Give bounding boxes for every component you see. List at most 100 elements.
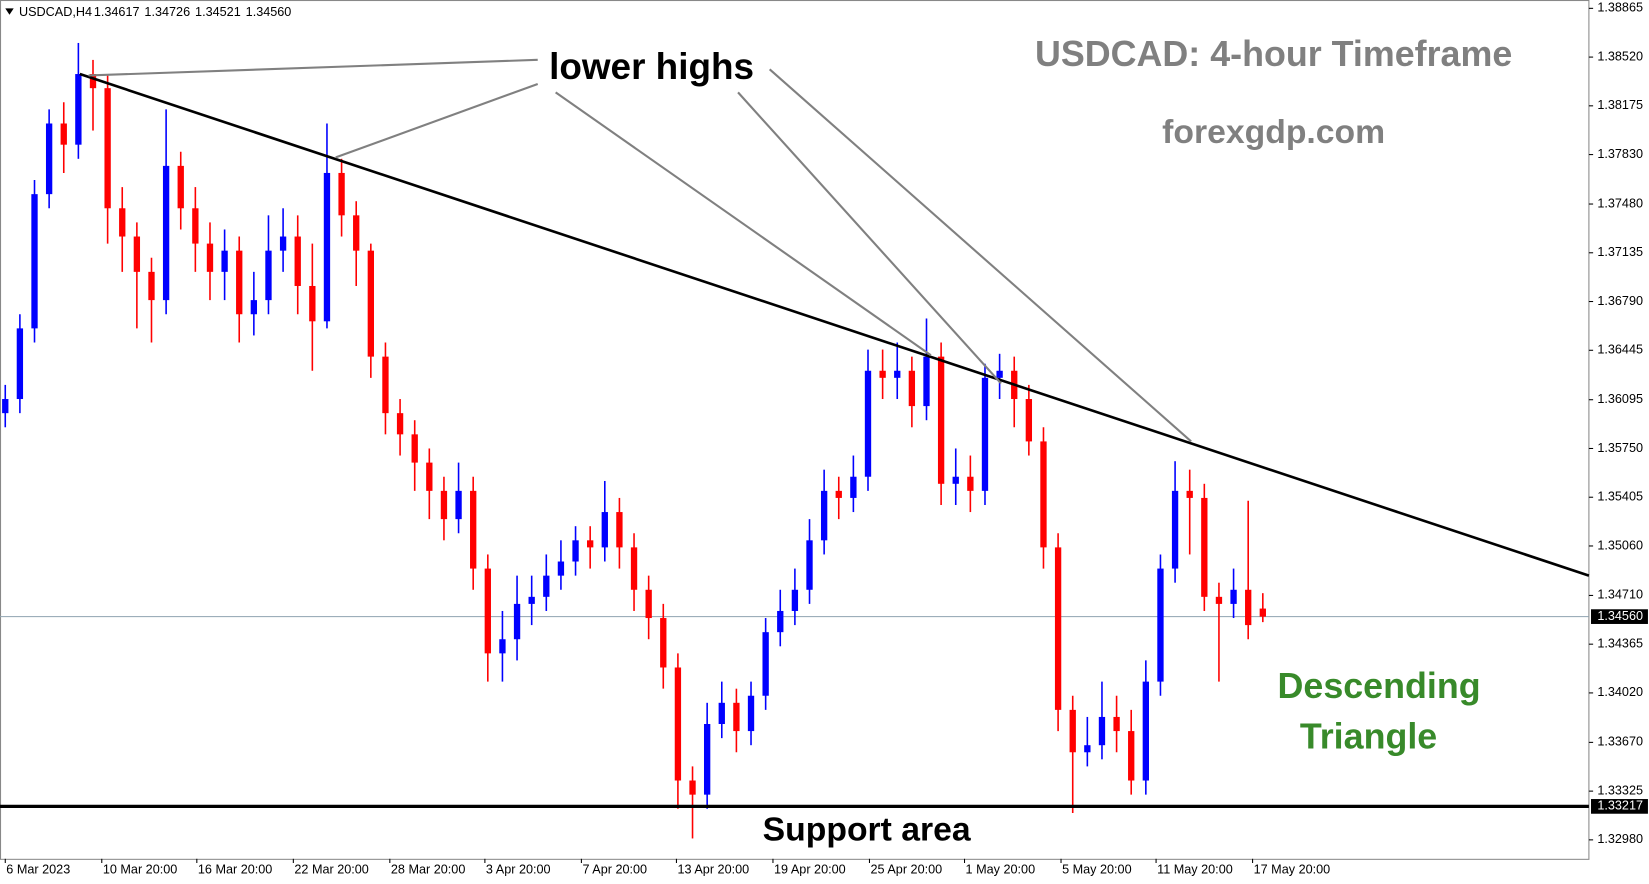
chart-title: USDCAD: 4-hour Timeframe bbox=[1035, 34, 1512, 74]
y-tick-label: 1.35405 bbox=[1597, 490, 1643, 504]
candle-body bbox=[835, 490, 842, 498]
candle-body bbox=[177, 165, 184, 209]
y-tick-label: 1.34710 bbox=[1597, 588, 1643, 602]
plot-frame bbox=[0, 0, 1590, 860]
candle-body bbox=[513, 603, 521, 640]
y-tick-label: 1.35060 bbox=[1597, 538, 1643, 552]
x-tick-label: 28 Mar 20:00 bbox=[391, 863, 465, 877]
candle-body bbox=[996, 370, 1003, 378]
candle-body bbox=[1054, 547, 1062, 710]
candle-body bbox=[1245, 589, 1252, 626]
candle-body bbox=[148, 271, 155, 301]
candle-body bbox=[879, 370, 886, 378]
candle-body bbox=[162, 165, 170, 301]
candle-body bbox=[455, 490, 462, 520]
candle-body bbox=[543, 575, 550, 597]
candle-body bbox=[411, 434, 418, 463]
candle-body bbox=[1025, 399, 1033, 442]
y-tick-label: 1.36790 bbox=[1597, 294, 1643, 308]
candle-body bbox=[1069, 709, 1076, 753]
y-tick-label: 1.38520 bbox=[1597, 49, 1643, 63]
candle-body bbox=[338, 172, 345, 216]
header-high: 1.34726 bbox=[144, 5, 190, 19]
candle-body bbox=[1215, 596, 1223, 604]
support-label: Support area bbox=[763, 811, 971, 848]
y-tick-label: 1.33325 bbox=[1597, 783, 1643, 797]
candle-body bbox=[31, 194, 38, 329]
header-close: 1.34560 bbox=[246, 5, 292, 19]
candle-body bbox=[733, 702, 740, 732]
candle-body bbox=[587, 540, 594, 548]
y-tick-label: 1.35750 bbox=[1597, 441, 1643, 455]
x-tick-label: 7 Apr 20:00 bbox=[582, 863, 647, 877]
candle-body bbox=[660, 618, 667, 668]
menu-arrow bbox=[5, 8, 14, 15]
symbol: USDCAD,H4 bbox=[19, 5, 92, 19]
candle-body bbox=[396, 413, 404, 435]
candle-body bbox=[967, 476, 974, 491]
candle-body bbox=[206, 243, 214, 272]
candle-body bbox=[367, 250, 374, 357]
candle-body bbox=[616, 512, 623, 548]
candle-body bbox=[1201, 497, 1208, 597]
candle-body bbox=[850, 476, 857, 498]
candle-body bbox=[762, 632, 769, 696]
x-tick-label: 25 Apr 20:00 bbox=[871, 863, 943, 877]
x-tick-label: 19 Apr 20:00 bbox=[774, 863, 846, 877]
candle-body bbox=[236, 250, 243, 315]
candle-body bbox=[630, 547, 638, 590]
candle-body bbox=[572, 540, 579, 562]
x-tick-label: 13 Apr 20:00 bbox=[678, 863, 750, 877]
support-tag bbox=[1591, 799, 1648, 814]
candle-body bbox=[104, 88, 111, 209]
y-tick-label: 1.34020 bbox=[1597, 685, 1643, 699]
y-tick-label: 1.37135 bbox=[1597, 245, 1643, 259]
pointer-line bbox=[335, 83, 539, 159]
candle-body bbox=[1113, 716, 1120, 732]
candle-body bbox=[89, 74, 97, 89]
candle-body bbox=[952, 476, 959, 484]
candle-body bbox=[1142, 681, 1149, 781]
candle-body bbox=[45, 123, 53, 195]
y-tick-label: 1.38865 bbox=[1597, 1, 1643, 15]
y-tick-label: 1.38175 bbox=[1597, 98, 1643, 112]
x-tick-label: 1 May 20:00 bbox=[966, 863, 1036, 877]
candle-body bbox=[791, 589, 799, 611]
candle-body bbox=[1171, 490, 1179, 569]
header-low: 1.34521 bbox=[195, 5, 241, 19]
pointer-line bbox=[88, 58, 538, 77]
candle-body bbox=[528, 596, 535, 604]
candle-body bbox=[75, 74, 82, 145]
candle-body bbox=[1230, 589, 1237, 604]
x-tick-label: 10 Mar 20:00 bbox=[103, 863, 177, 877]
x-tick-label: 22 Mar 20:00 bbox=[294, 863, 368, 877]
y-tick-label: 1.37830 bbox=[1597, 147, 1643, 161]
candle-body bbox=[894, 370, 901, 378]
pointer-line bbox=[768, 68, 1192, 443]
candle-body bbox=[440, 490, 448, 520]
candle-body bbox=[323, 172, 331, 322]
candle-body bbox=[864, 370, 872, 477]
y-tick-label: 1.36095 bbox=[1597, 392, 1643, 406]
y-tick-label: 1.34365 bbox=[1597, 637, 1643, 651]
pattern-label: Descending bbox=[1278, 666, 1481, 706]
candle-body bbox=[470, 490, 477, 569]
candle-body bbox=[221, 250, 228, 272]
pattern-label: Triangle bbox=[1300, 717, 1437, 757]
candle-body bbox=[981, 377, 989, 491]
price-tag-label: 1.34560 bbox=[1597, 609, 1643, 623]
candle-body bbox=[2, 399, 9, 414]
candle-body bbox=[279, 236, 287, 251]
candle-body bbox=[645, 589, 652, 619]
lower-highs-label: lower highs bbox=[549, 46, 754, 87]
y-tick-label: 1.37480 bbox=[1597, 196, 1643, 210]
candle-body bbox=[1259, 608, 1266, 617]
candle-body bbox=[250, 300, 258, 315]
x-tick-label: 16 Mar 20:00 bbox=[198, 863, 272, 877]
candle-body bbox=[133, 236, 141, 272]
candle-body bbox=[703, 724, 711, 795]
candle-body bbox=[820, 490, 828, 541]
candle-body bbox=[1040, 441, 1047, 548]
